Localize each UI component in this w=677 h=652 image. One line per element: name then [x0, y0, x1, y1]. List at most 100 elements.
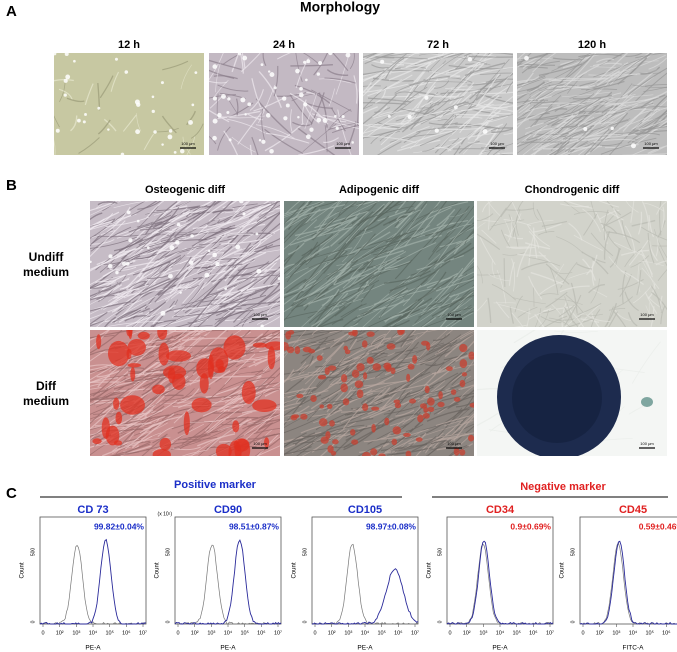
cell	[655, 260, 667, 266]
scale-bar-label: 100 μm	[640, 312, 654, 317]
cell	[577, 130, 609, 155]
panel-label: B	[6, 177, 17, 194]
cell	[177, 309, 211, 316]
cell	[192, 272, 212, 280]
cell	[163, 254, 186, 272]
cell	[600, 137, 657, 155]
cell	[430, 67, 456, 79]
x-tick-label: 10⁷	[546, 629, 554, 636]
cell	[617, 279, 644, 290]
bright-cell	[82, 120, 86, 124]
stain	[326, 403, 333, 409]
cell	[446, 384, 474, 393]
stain	[362, 403, 369, 412]
cell	[602, 215, 614, 230]
cell	[524, 242, 551, 250]
cell	[596, 58, 615, 63]
cell	[572, 94, 613, 100]
cell	[90, 211, 120, 228]
cell	[312, 221, 342, 238]
cell	[288, 242, 305, 255]
bright-cell	[283, 116, 288, 121]
cell	[111, 280, 157, 313]
stain	[152, 448, 171, 456]
cell	[386, 234, 442, 254]
bright-cell	[176, 222, 181, 227]
stain	[352, 330, 358, 337]
cell	[338, 213, 367, 245]
x-tick-label: 10⁵	[512, 629, 520, 636]
x-tick-label: 10⁶	[529, 629, 537, 636]
stain	[450, 389, 457, 395]
cell	[243, 413, 280, 436]
bright-cell	[115, 270, 119, 275]
cell	[641, 253, 654, 275]
cell	[570, 102, 587, 114]
cell	[90, 226, 132, 252]
cell	[204, 297, 227, 314]
cell	[412, 116, 440, 128]
cell	[561, 299, 568, 327]
cell	[526, 308, 530, 327]
cell	[229, 304, 247, 310]
stain	[405, 450, 412, 456]
y-axis-label: Count	[20, 562, 26, 578]
cell	[319, 429, 350, 456]
bright-cell	[188, 120, 193, 125]
cell	[595, 53, 629, 84]
cell	[449, 312, 474, 327]
cell	[456, 115, 479, 118]
bright-cell	[169, 245, 175, 251]
cell	[488, 273, 511, 282]
cell	[443, 242, 472, 263]
cell	[436, 333, 474, 357]
cell	[202, 225, 232, 241]
stain	[318, 418, 328, 427]
cell	[637, 211, 643, 235]
cell	[324, 77, 356, 84]
cell	[170, 429, 227, 450]
cell	[284, 391, 313, 398]
micrograph-content	[90, 201, 280, 327]
cell	[603, 108, 622, 117]
bright-cell	[212, 118, 218, 124]
cell	[128, 241, 151, 260]
cell	[632, 84, 667, 88]
cell	[197, 201, 229, 222]
cell	[323, 229, 362, 274]
cell	[467, 110, 501, 140]
micrograph	[517, 53, 667, 155]
cell	[113, 304, 147, 323]
cell	[176, 236, 220, 276]
cell	[188, 335, 206, 338]
cell	[308, 253, 355, 269]
cell	[596, 70, 620, 87]
cell	[543, 315, 568, 327]
cell	[108, 451, 139, 456]
cell	[190, 377, 233, 414]
stain	[390, 367, 396, 375]
cell	[599, 108, 647, 144]
cell	[262, 354, 280, 371]
cell	[234, 251, 262, 255]
cell	[514, 295, 523, 313]
cell	[149, 387, 186, 414]
stain	[350, 429, 356, 436]
cell	[433, 239, 471, 269]
cell	[521, 54, 548, 60]
cell	[452, 304, 472, 313]
cell	[532, 124, 548, 138]
cell	[78, 137, 100, 154]
plot-frame	[174, 516, 282, 625]
cell	[641, 267, 660, 290]
cell	[576, 263, 592, 270]
cell	[284, 370, 301, 375]
cell	[419, 255, 448, 277]
stain	[371, 423, 376, 433]
cell	[105, 379, 152, 390]
plot-frame	[311, 516, 419, 625]
cell	[237, 106, 267, 145]
cell	[206, 201, 234, 226]
cell	[90, 401, 116, 405]
